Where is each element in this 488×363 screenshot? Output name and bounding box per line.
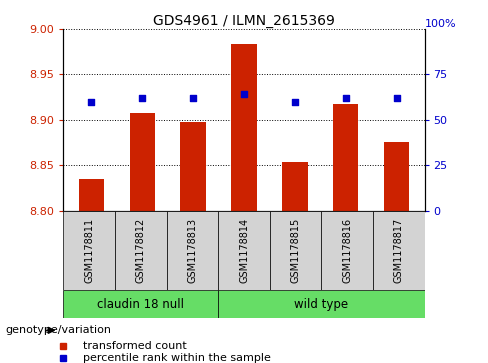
Bar bbox=[322, 211, 373, 290]
Point bbox=[139, 95, 146, 101]
Text: transformed count: transformed count bbox=[83, 341, 187, 351]
Bar bbox=[218, 211, 270, 290]
Text: claudin 18 null: claudin 18 null bbox=[97, 298, 184, 310]
Text: genotype/variation: genotype/variation bbox=[5, 325, 111, 335]
Text: GSM1178811: GSM1178811 bbox=[84, 218, 94, 283]
Text: wild type: wild type bbox=[294, 298, 348, 310]
Text: 100%: 100% bbox=[425, 19, 456, 29]
Point bbox=[342, 95, 349, 101]
Text: GSM1178817: GSM1178817 bbox=[394, 218, 404, 283]
Bar bbox=[270, 211, 322, 290]
Text: GSM1178813: GSM1178813 bbox=[187, 218, 198, 283]
Text: GSM1178815: GSM1178815 bbox=[290, 218, 301, 283]
Bar bbox=[115, 211, 166, 290]
Bar bbox=[181, 122, 206, 211]
Bar bbox=[282, 163, 307, 211]
Text: percentile rank within the sample: percentile rank within the sample bbox=[83, 354, 271, 363]
Bar bbox=[63, 211, 115, 290]
Bar bbox=[373, 211, 425, 290]
Point bbox=[393, 95, 401, 101]
Text: GSM1178816: GSM1178816 bbox=[342, 218, 352, 283]
Text: GSM1178814: GSM1178814 bbox=[239, 218, 249, 283]
Bar bbox=[63, 290, 218, 318]
Point bbox=[189, 95, 197, 101]
Point bbox=[240, 91, 248, 97]
Bar bbox=[79, 179, 104, 211]
Bar bbox=[231, 44, 257, 211]
Bar bbox=[384, 142, 409, 211]
Text: GSM1178812: GSM1178812 bbox=[136, 218, 146, 283]
Bar bbox=[166, 211, 218, 290]
Bar bbox=[218, 290, 425, 318]
Point bbox=[87, 99, 95, 105]
Title: GDS4961 / ILMN_2615369: GDS4961 / ILMN_2615369 bbox=[153, 14, 335, 28]
Bar bbox=[333, 105, 359, 211]
Bar bbox=[129, 113, 155, 211]
Point bbox=[291, 99, 299, 105]
